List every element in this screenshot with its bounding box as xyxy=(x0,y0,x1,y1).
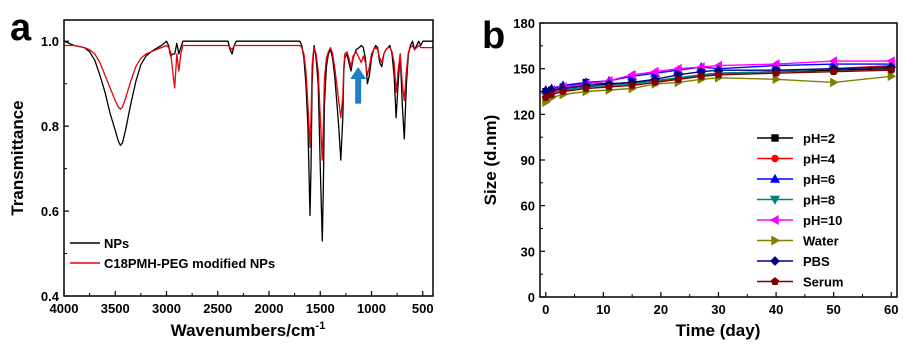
size-point-serum xyxy=(628,81,637,89)
size-legend-label: pH=4 xyxy=(803,152,836,167)
ftir-legend-label: NPs xyxy=(104,236,129,251)
size-x-tick-label: 30 xyxy=(711,302,725,317)
ftir-x-tick-label: 1000 xyxy=(357,301,386,316)
size-y-tick-label: 90 xyxy=(521,153,535,168)
size-y-tick-label: 0 xyxy=(528,290,535,305)
ftir-y-axis-title: Transmittance xyxy=(8,100,27,215)
ftir-legend-label: C18PMH-PEG modified NPs xyxy=(104,256,275,271)
size-x-tick-label: 20 xyxy=(654,302,668,317)
size-legend-marker-ph-6 xyxy=(769,173,781,183)
size-x-axis-title: Time (day) xyxy=(676,321,761,340)
size-y-tick-label: 60 xyxy=(521,199,535,214)
size-point-serum xyxy=(887,66,896,74)
size-x-tick-label: 60 xyxy=(884,302,898,317)
ftir-series-layer xyxy=(63,40,433,242)
ftir-y-tick-label: 0.4 xyxy=(41,289,60,304)
size-x-ticks: 0 10 20 30 40 50 60 xyxy=(542,292,898,317)
size-point-serum xyxy=(714,70,723,79)
size-y-tick-label: 120 xyxy=(513,107,535,122)
size-point-serum xyxy=(559,87,567,95)
panel-letter-b: b xyxy=(482,15,505,57)
size-legend-marker-ph-10 xyxy=(769,214,779,226)
size-point-serum xyxy=(829,67,838,75)
ftir-x-tick-label: 3000 xyxy=(152,301,181,316)
ftir-line-modified-nps xyxy=(64,44,433,161)
size-legend-label: pH=8 xyxy=(803,193,835,208)
size-legend-marker-serum xyxy=(770,277,780,285)
ftir-x-tick-label: 1500 xyxy=(306,301,335,316)
size-point-water xyxy=(887,71,897,82)
ftir-x-tick-label: 2500 xyxy=(203,301,232,316)
size-series-layer xyxy=(540,56,897,108)
size-point-ph-10 xyxy=(828,56,838,66)
ftir-x-tick-label: 500 xyxy=(412,301,434,316)
ftir-x-axis-label: Wavenumbers/cm xyxy=(171,321,316,340)
size-legend: pH=2 pH=4 pH=6 pH=8 pH=10 Water PBS Serum xyxy=(757,131,843,290)
panel-letter-a: a xyxy=(10,7,32,49)
size-legend-label: pH=2 xyxy=(803,131,835,146)
ftir-x-tick-label: 4000 xyxy=(50,301,79,316)
size-legend-marker-pbs xyxy=(770,256,780,266)
size-point-serum xyxy=(651,78,660,86)
ftir-x-tick-label: 2000 xyxy=(255,301,284,316)
ftir-arrow-head xyxy=(350,66,367,79)
ftir-y-tick-label: 0.6 xyxy=(41,204,59,219)
size-x-tick-label: 40 xyxy=(769,302,783,317)
size-legend-marker-water xyxy=(771,235,781,246)
size-y-axis-title: Size (d.nm) xyxy=(481,115,500,206)
ftir-y-tick-label: 1.0 xyxy=(41,34,59,49)
size-chart: b 0 10 20 30 40 50 60 0 30 60 90 120 150 180 Time (d… xyxy=(481,15,898,340)
size-point-water xyxy=(830,77,839,88)
size-x-tick-label: 50 xyxy=(826,302,840,317)
size-legend-label: Water xyxy=(803,234,839,249)
size-legend-label: Serum xyxy=(803,275,843,290)
ftir-x-ticks: 4000 3500 3000 2500 2000 1500 1000 500 xyxy=(50,291,434,316)
size-point-serum xyxy=(697,72,706,80)
size-y-tick-label: 180 xyxy=(513,16,535,31)
ftir-annotation-layer xyxy=(350,66,367,104)
size-point-serum xyxy=(582,84,590,92)
ftir-x-axis-title: Wavenumbers/cm-1 xyxy=(171,320,326,340)
size-legend-label: PBS xyxy=(803,254,830,269)
size-point-ph-10 xyxy=(650,66,659,77)
size-point-ph-10 xyxy=(627,69,636,80)
size-legend-marker-ph-8 xyxy=(769,195,781,205)
size-x-tick-label: 0 xyxy=(542,302,549,317)
ftir-y-tick-label: 0.8 xyxy=(41,119,59,134)
size-point-water xyxy=(772,74,782,85)
size-y-tick-label: 150 xyxy=(513,62,535,77)
size-point-serum xyxy=(772,69,780,77)
size-point-serum xyxy=(674,75,683,83)
size-point-serum xyxy=(547,90,556,98)
ftir-plot-frame xyxy=(63,19,434,297)
ftir-y-ticks: 0.4 0.6 0.8 1.0 xyxy=(41,34,69,304)
size-y-ticks: 0 30 60 90 120 150 180 xyxy=(513,16,545,305)
ftir-legend: NPs C18PMH-PEG modified NPs xyxy=(70,236,275,271)
size-legend-label: pH=10 xyxy=(803,213,842,228)
size-legend-label: pH=6 xyxy=(803,172,835,187)
size-y-tick-label: 30 xyxy=(521,244,535,259)
ftir-chart: a 4000 3500 3000 2500 2000 1500 1000 500 0.4 0.6… xyxy=(8,7,434,340)
size-x-tick-label: 10 xyxy=(596,302,610,317)
ftir-line-nps xyxy=(63,40,433,242)
size-legend-marker-ph-4 xyxy=(771,154,779,163)
ftir-x-tick-label: 3500 xyxy=(101,301,130,316)
size-point-serum xyxy=(605,82,613,91)
ftir-x-axis-superscript: -1 xyxy=(316,320,326,332)
size-legend-marker-ph-2 xyxy=(771,134,779,142)
